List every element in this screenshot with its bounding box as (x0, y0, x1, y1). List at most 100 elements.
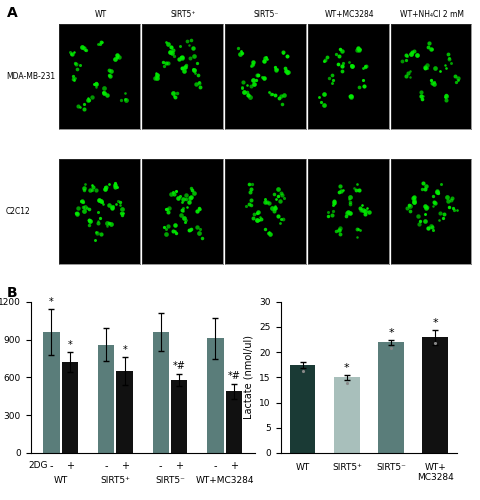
Text: *#: *# (172, 362, 185, 372)
Point (186, 36, 194, 44)
Point (167, 190, 175, 198)
Point (83, 204, 90, 212)
Point (347, 62, 355, 70)
Point (430, 198, 437, 206)
Point (258, 73, 265, 81)
Point (428, 202, 435, 210)
Point (93, 230, 100, 237)
Point (118, 211, 126, 219)
Point (423, 203, 431, 211)
Point (89, 183, 97, 191)
Point (80, 207, 88, 215)
Point (151, 74, 158, 82)
Point (80, 184, 87, 192)
Point (184, 198, 192, 206)
Text: WT+MC3284: WT+MC3284 (195, 476, 253, 484)
Point (334, 52, 342, 60)
Point (283, 68, 291, 76)
Point (420, 210, 428, 218)
Point (247, 82, 254, 90)
Point (87, 181, 95, 189)
Point (342, 212, 349, 220)
Point (168, 227, 176, 235)
Point (185, 41, 192, 49)
Point (322, 53, 330, 61)
Point (334, 226, 342, 234)
Point (260, 58, 267, 66)
Point (164, 40, 171, 48)
Point (331, 226, 339, 234)
Point (358, 76, 366, 84)
Point (353, 224, 361, 232)
Point (420, 64, 428, 72)
Point (86, 217, 94, 225)
Point (172, 230, 180, 237)
Point (237, 83, 245, 91)
Point (361, 62, 369, 70)
Point (94, 208, 102, 216)
Point (97, 197, 105, 205)
Point (364, 208, 372, 216)
Point (277, 189, 285, 197)
Point (439, 210, 447, 218)
Point (195, 229, 203, 237)
Point (105, 202, 112, 209)
Point (238, 84, 246, 92)
Point (270, 65, 278, 73)
Point (84, 96, 92, 104)
Text: MDA-MB-231: MDA-MB-231 (6, 72, 55, 81)
Point (275, 94, 282, 102)
Point (266, 90, 274, 98)
Point (265, 228, 273, 236)
Point (238, 50, 245, 58)
Point (178, 206, 185, 214)
Point (184, 226, 192, 234)
Point (168, 48, 176, 56)
Point (111, 183, 119, 191)
Point (338, 59, 346, 67)
Point (92, 186, 99, 194)
Point (246, 196, 254, 204)
Point (70, 76, 78, 84)
Point (360, 82, 368, 90)
Point (248, 60, 256, 68)
Point (107, 67, 114, 75)
Point (336, 186, 344, 194)
Point (320, 58, 327, 66)
Point (317, 98, 324, 106)
Point (335, 188, 342, 196)
Point (153, 74, 160, 82)
Point (421, 204, 429, 212)
Point (403, 204, 410, 212)
Point (96, 214, 103, 222)
Point (176, 42, 183, 50)
Point (108, 202, 116, 209)
Bar (377, 342, 403, 453)
Point (79, 203, 86, 211)
Point (414, 220, 421, 228)
Point (112, 200, 120, 207)
Point (348, 62, 356, 70)
Point (435, 209, 443, 217)
Point (186, 226, 193, 234)
Point (353, 44, 361, 52)
Point (97, 230, 105, 238)
Point (71, 59, 78, 67)
Point (90, 80, 97, 88)
Point (83, 46, 90, 54)
Point (92, 82, 99, 90)
Bar (421, 337, 447, 453)
Point (412, 51, 420, 59)
Point (179, 207, 187, 215)
Point (179, 204, 186, 212)
Bar (333, 378, 359, 453)
Point (337, 62, 345, 70)
Point (270, 91, 278, 99)
Point (249, 76, 256, 84)
Point (73, 209, 81, 217)
Point (403, 52, 410, 60)
Point (162, 59, 170, 67)
Point (359, 206, 366, 214)
Point (246, 92, 253, 100)
Point (167, 43, 175, 51)
